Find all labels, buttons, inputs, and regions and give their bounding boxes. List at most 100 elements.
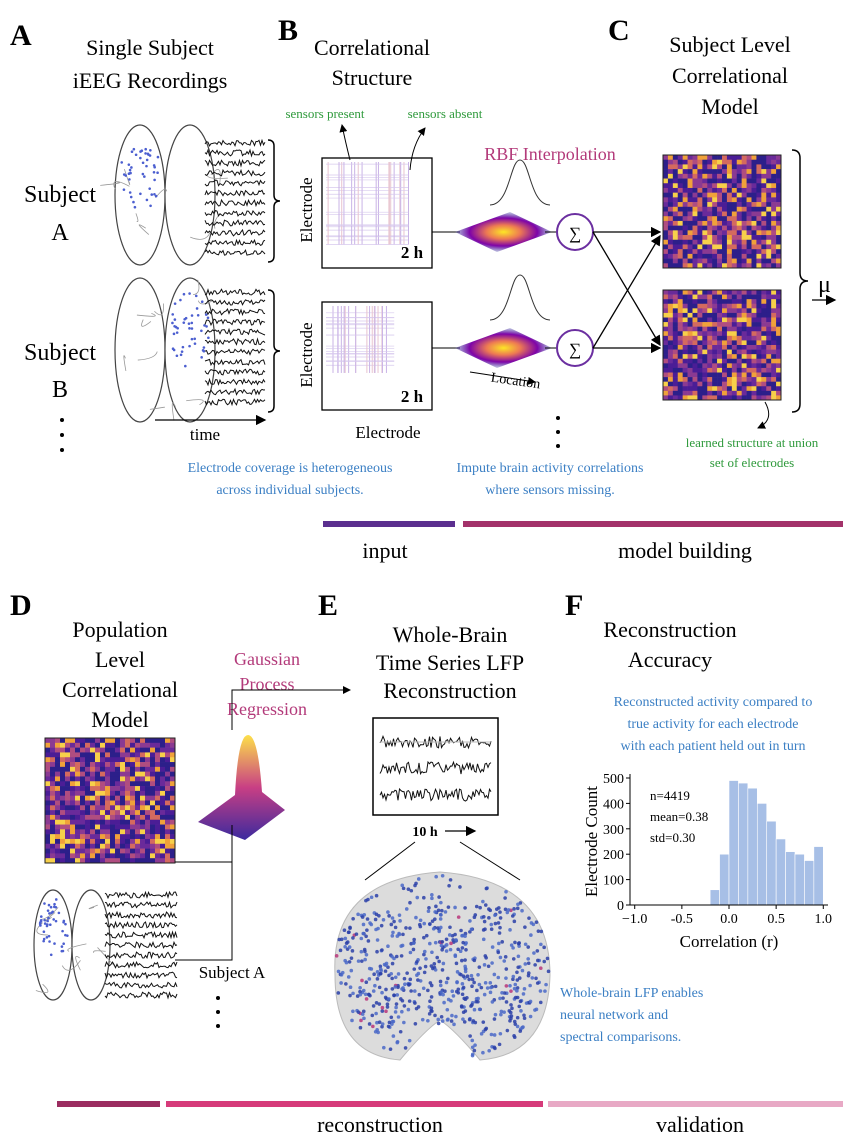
matrix-cell (150, 781, 155, 786)
matrix-cell (140, 776, 145, 781)
matrix-cell (717, 304, 722, 309)
electrode (495, 907, 499, 911)
matrix-cell (678, 202, 683, 207)
matrix-cell (752, 179, 757, 184)
matrix-cell (697, 254, 702, 259)
matrix-cell (756, 240, 761, 245)
matrix-cell (678, 336, 683, 341)
matrix-cell (50, 839, 55, 844)
matrix-cell (742, 327, 747, 332)
matrix-cell (761, 350, 766, 355)
electrode (471, 1019, 475, 1023)
electrode (447, 998, 451, 1002)
electrode (505, 984, 509, 988)
electrode (360, 950, 364, 954)
electrode (39, 924, 42, 927)
matrix-cell (120, 791, 125, 796)
matrix-cell (160, 829, 165, 834)
matrix-cell (707, 350, 712, 355)
electrode (532, 923, 536, 927)
electrode (207, 336, 210, 339)
electrode (415, 896, 419, 900)
electrode (434, 941, 438, 945)
matrix-cell (702, 391, 707, 396)
electrode (188, 327, 191, 330)
matrix-cell (712, 249, 717, 254)
matrix-cell (140, 743, 145, 748)
matrix-cell (732, 340, 737, 345)
matrix-cell (702, 193, 707, 198)
matrix-cell (717, 164, 722, 169)
matrix-cell (697, 226, 702, 231)
matrix-cell (165, 762, 170, 767)
matrix-cell (737, 345, 742, 350)
electrode (449, 878, 453, 882)
bar (776, 839, 785, 905)
matrix-cell (678, 363, 683, 368)
matrix-cell (761, 318, 766, 323)
electrode (441, 968, 445, 972)
matrix-cell (688, 373, 693, 378)
text: D (10, 589, 32, 622)
electrode (391, 934, 395, 938)
electrode (498, 997, 502, 1001)
matrix-cell (693, 377, 698, 382)
electrode (398, 919, 402, 923)
matrix-cell (742, 235, 747, 240)
electrode (527, 961, 531, 965)
matrix-cell (80, 748, 85, 753)
matrix-cell (60, 829, 65, 834)
matrix-cell (55, 849, 60, 854)
matrix-cell (60, 820, 65, 825)
matrix-cell (707, 155, 712, 160)
matrix-cell (766, 318, 771, 323)
matrix-cell (130, 839, 135, 844)
matrix-cell (135, 805, 140, 810)
matrix-cell (737, 226, 742, 231)
matrix-cell (663, 155, 668, 160)
matrix-cell (145, 791, 150, 796)
matrix-cell (105, 776, 110, 781)
matrix-cell (747, 193, 752, 198)
matrix-cell (145, 839, 150, 844)
electrode (207, 316, 210, 319)
matrix-cell (678, 322, 683, 327)
matrix-cell (756, 188, 761, 193)
matrix-cell (771, 290, 776, 295)
matrix-cell (761, 240, 766, 245)
matrix-cell (125, 805, 130, 810)
matrix-cell (752, 216, 757, 221)
matrix-cell (702, 382, 707, 387)
matrix-cell (100, 748, 105, 753)
matrix-cell (742, 345, 747, 350)
matrix-cell (668, 155, 673, 160)
matrix-cell (150, 767, 155, 772)
matrix-cell (678, 193, 683, 198)
text: Model (91, 707, 148, 732)
electrode (414, 916, 418, 920)
matrix-cell (673, 240, 678, 245)
matrix-cell (65, 796, 70, 801)
matrix-cell (125, 810, 130, 815)
matrix-cell (747, 164, 752, 169)
matrix-cell (702, 331, 707, 336)
matrix-cell (707, 368, 712, 373)
matrix-cell (727, 179, 732, 184)
matrix-cell (70, 772, 75, 777)
matrix-cell (717, 373, 722, 378)
matrix-cell (130, 743, 135, 748)
matrix-cell (115, 762, 120, 767)
electrode (512, 907, 516, 911)
matrix-cell (712, 221, 717, 226)
matrix-cell (702, 308, 707, 313)
matrix-cell (668, 164, 673, 169)
matrix-cell (95, 776, 100, 781)
electrode (546, 957, 550, 961)
text: 1.0 (815, 912, 833, 927)
matrix-cell (678, 373, 683, 378)
matrix-cell (732, 202, 737, 207)
matrix-cell (85, 752, 90, 757)
matrix-cell (752, 295, 757, 300)
matrix-cell (737, 221, 742, 226)
connector (175, 825, 232, 960)
